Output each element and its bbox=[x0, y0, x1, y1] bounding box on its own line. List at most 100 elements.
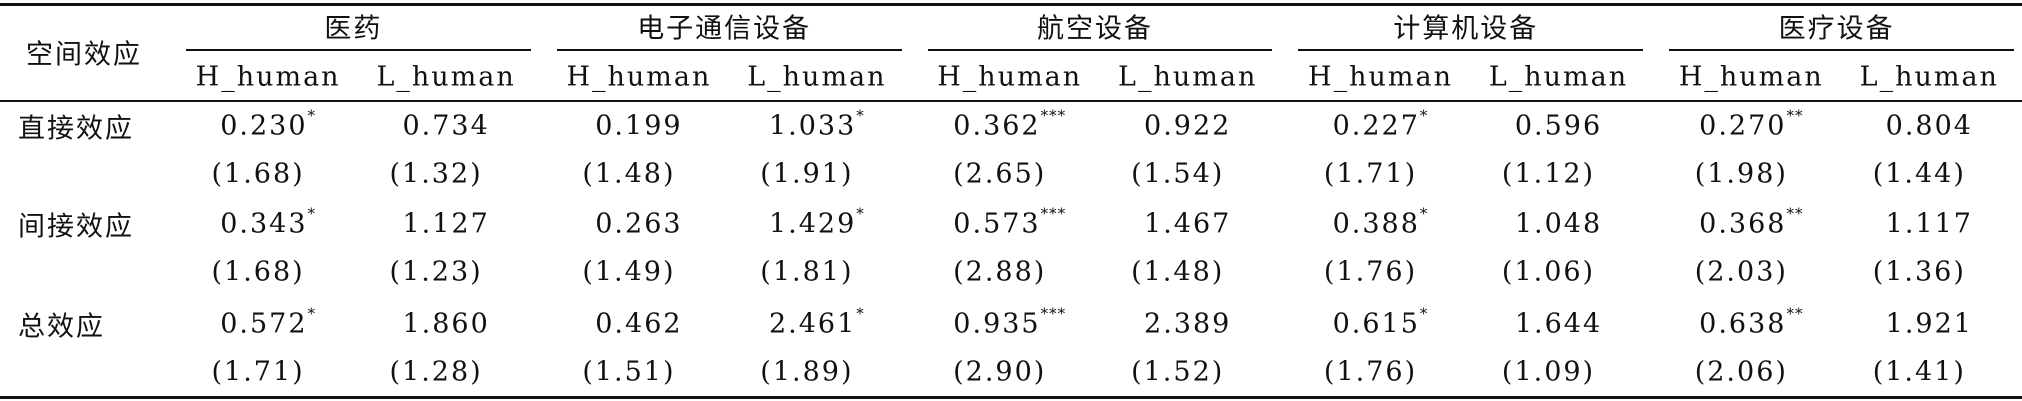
coefficient-value: 0.230 bbox=[220, 110, 308, 142]
coefficient: 0.734 bbox=[402, 111, 489, 142]
significance-stars: * bbox=[1419, 204, 1429, 223]
t-statistic: (2.88) bbox=[953, 256, 1047, 288]
column-header: H_human bbox=[1678, 61, 1824, 93]
coefficient: 0.199 bbox=[595, 111, 682, 142]
column-header: H_human bbox=[566, 61, 712, 93]
t-statistic: (1.36) bbox=[1872, 256, 1966, 288]
coefficient: 0.263 bbox=[595, 209, 682, 240]
coefficient-value: 0.804 bbox=[1885, 110, 1973, 142]
t-statistic: (1.41) bbox=[1872, 356, 1966, 388]
significance-stars: *** bbox=[1040, 304, 1067, 323]
coefficient: 1.048 bbox=[1515, 209, 1602, 240]
t-statistic: (1.48) bbox=[582, 158, 676, 190]
coefficient: 0.270** bbox=[1699, 107, 1803, 142]
top-rule bbox=[0, 3, 2022, 6]
coefficient-value: 1.921 bbox=[1885, 308, 1973, 340]
column-header: H_human bbox=[195, 61, 341, 93]
significance-stars: *** bbox=[1040, 106, 1067, 125]
coefficient-value: 1.033 bbox=[768, 110, 857, 142]
coefficient-value: 1.127 bbox=[402, 208, 490, 240]
significance-stars: * bbox=[856, 304, 865, 323]
coefficient: 2.389 bbox=[1144, 309, 1231, 340]
coefficient-value: 0.270 bbox=[1699, 110, 1787, 142]
significance-stars: ** bbox=[1786, 204, 1804, 223]
coefficient: 1.860 bbox=[402, 309, 489, 340]
t-statistic: (1.44) bbox=[1872, 158, 1966, 190]
group-rule bbox=[927, 49, 1273, 51]
coefficient-value: 1.860 bbox=[402, 308, 490, 340]
t-statistic: (2.65) bbox=[953, 158, 1047, 190]
t-statistic: (1.52) bbox=[1131, 356, 1225, 388]
group-header: 电子通信设备 bbox=[637, 13, 812, 45]
row-label-header: 空间效应 bbox=[26, 39, 142, 71]
significance-stars: * bbox=[1419, 106, 1429, 125]
t-statistic: (1.89) bbox=[760, 356, 854, 388]
coefficient: 0.596 bbox=[1515, 111, 1602, 142]
t-statistic: (1.76) bbox=[1323, 256, 1418, 288]
t-statistic: (1.81) bbox=[760, 256, 854, 288]
coefficient: 0.362*** bbox=[953, 107, 1066, 142]
t-statistic: (2.03) bbox=[1694, 256, 1788, 288]
coefficient-value: 0.388 bbox=[1332, 208, 1420, 240]
group-rule bbox=[1669, 49, 2014, 51]
coefficient: 1.117 bbox=[1886, 209, 1973, 240]
coefficient-value: 0.362 bbox=[953, 110, 1041, 142]
column-header: L_human bbox=[376, 61, 516, 93]
coefficient-value: 0.573 bbox=[953, 208, 1041, 240]
coefficient: 1.429* bbox=[769, 205, 865, 240]
row-label: 直接效应 bbox=[18, 113, 134, 145]
group-header: 计算机设备 bbox=[1393, 13, 1539, 45]
group-rule bbox=[186, 49, 531, 51]
t-statistic: (1.68) bbox=[211, 158, 305, 190]
column-header: H_human bbox=[1308, 61, 1453, 93]
significance-stars: *** bbox=[1040, 204, 1067, 223]
t-statistic: (1.32) bbox=[389, 158, 483, 190]
t-statistic: (1.51) bbox=[582, 356, 676, 388]
coefficient-value: 0.263 bbox=[595, 208, 683, 240]
t-statistic: (1.91) bbox=[760, 158, 854, 190]
significance-stars: ** bbox=[1786, 106, 1804, 125]
t-statistic: (1.98) bbox=[1694, 158, 1788, 190]
header-rule bbox=[0, 100, 2022, 102]
bottom-rule bbox=[0, 396, 2022, 399]
significance-stars: * bbox=[856, 204, 865, 223]
coefficient-value: 0.922 bbox=[1144, 110, 1232, 142]
coefficient-value: 0.638 bbox=[1699, 308, 1787, 340]
t-statistic: (1.12) bbox=[1501, 158, 1596, 190]
coefficient: 0.343* bbox=[220, 205, 316, 240]
t-statistic: (1.48) bbox=[1131, 256, 1225, 288]
coefficient-value: 0.615 bbox=[1332, 308, 1420, 340]
coefficient: 0.922 bbox=[1144, 111, 1231, 142]
coefficient: 0.368** bbox=[1699, 205, 1803, 240]
t-statistic: (2.06) bbox=[1694, 356, 1788, 388]
significance-stars: * bbox=[307, 106, 317, 125]
significance-stars: * bbox=[856, 106, 865, 125]
coefficient-value: 0.227 bbox=[1332, 110, 1420, 142]
coefficient: 0.462 bbox=[595, 309, 682, 340]
significance-stars: * bbox=[307, 304, 317, 323]
coefficient: 1.644 bbox=[1515, 309, 1602, 340]
coefficient-value: 1.644 bbox=[1514, 308, 1603, 340]
coefficient: 0.638** bbox=[1699, 305, 1803, 340]
coefficient-value: 0.596 bbox=[1514, 110, 1603, 142]
coefficient-value: 1.048 bbox=[1514, 208, 1603, 240]
column-header: L_human bbox=[1488, 61, 1629, 93]
t-statistic: (1.09) bbox=[1501, 356, 1596, 388]
coefficient-value: 0.935 bbox=[953, 308, 1041, 340]
coefficient-value: 0.572 bbox=[220, 308, 308, 340]
row-label: 间接效应 bbox=[18, 211, 134, 243]
significance-stars: * bbox=[1419, 304, 1429, 323]
coefficient: 0.230* bbox=[220, 107, 316, 142]
coefficient: 0.572* bbox=[220, 305, 316, 340]
group-header: 医药 bbox=[324, 13, 383, 45]
coefficient-value: 2.389 bbox=[1144, 308, 1232, 340]
column-header: L_human bbox=[1118, 61, 1258, 93]
t-statistic: (2.90) bbox=[953, 356, 1047, 388]
t-statistic: (1.76) bbox=[1323, 356, 1418, 388]
column-header: L_human bbox=[1859, 61, 1999, 93]
t-statistic: (1.54) bbox=[1131, 158, 1225, 190]
coefficient: 2.461* bbox=[769, 305, 865, 340]
coefficient: 0.227* bbox=[1332, 107, 1429, 142]
row-label: 总效应 bbox=[18, 311, 105, 343]
